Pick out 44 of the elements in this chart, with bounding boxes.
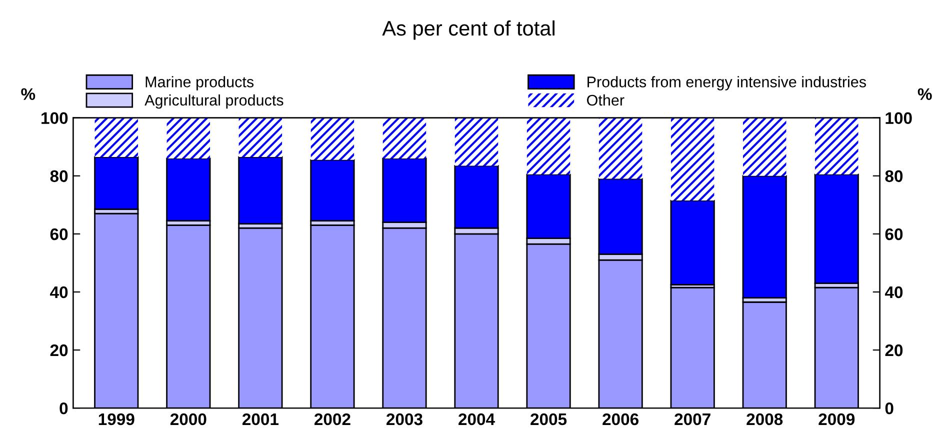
legend-label: Other (587, 94, 624, 106)
y2-tick-label: 80 (885, 170, 903, 182)
y2-tick-label: 60 (885, 228, 903, 240)
bar (310, 159, 355, 222)
y-tick-label: 40 (50, 286, 68, 298)
bar (310, 118, 354, 160)
legend-label: Marine products (146, 76, 254, 90)
x-tick-label: 2006 (602, 413, 638, 426)
bar (670, 118, 714, 201)
bar (742, 118, 786, 176)
y2-tick-label: 100 (886, 112, 912, 124)
x-tick-label: 2009 (818, 413, 855, 426)
bar (382, 118, 426, 158)
x-tick-label: 2002 (314, 413, 350, 426)
y-tick-label: 0 (60, 402, 68, 414)
bar (670, 200, 715, 286)
y-tick-label: 100 (42, 112, 68, 124)
bar (166, 158, 211, 222)
y-tick-label: 20 (50, 344, 68, 356)
bar (454, 118, 498, 166)
bar (166, 118, 210, 158)
x-tick-label: 2004 (458, 413, 495, 426)
y2-tick-label: 0 (885, 402, 894, 414)
y-axis-title: % (21, 88, 36, 100)
x-tick-label: 2000 (170, 413, 206, 426)
x-tick-label: 2008 (746, 413, 783, 426)
bar (94, 118, 138, 158)
y-tick-label: 60 (50, 228, 68, 240)
chart-title: As per cent of total (382, 20, 554, 40)
x-tick-label: 2003 (386, 413, 422, 426)
y2-tick-label: 20 (885, 344, 903, 356)
x-tick-label: 2001 (242, 413, 279, 426)
y-tick-label: 80 (50, 170, 68, 182)
legend-label: Products from energy intensive industries (588, 76, 866, 90)
bar (815, 118, 858, 174)
bar (526, 118, 570, 174)
bar (238, 118, 282, 158)
y2-axis-title: % (918, 88, 932, 100)
y2-tick-label: 40 (884, 286, 903, 298)
x-tick-label: 2007 (674, 413, 710, 426)
legend-label: Agricultural products (144, 94, 284, 109)
x-tick-label: 2005 (530, 413, 567, 426)
x-tick-label: 1999 (98, 413, 134, 426)
bar (598, 118, 642, 179)
